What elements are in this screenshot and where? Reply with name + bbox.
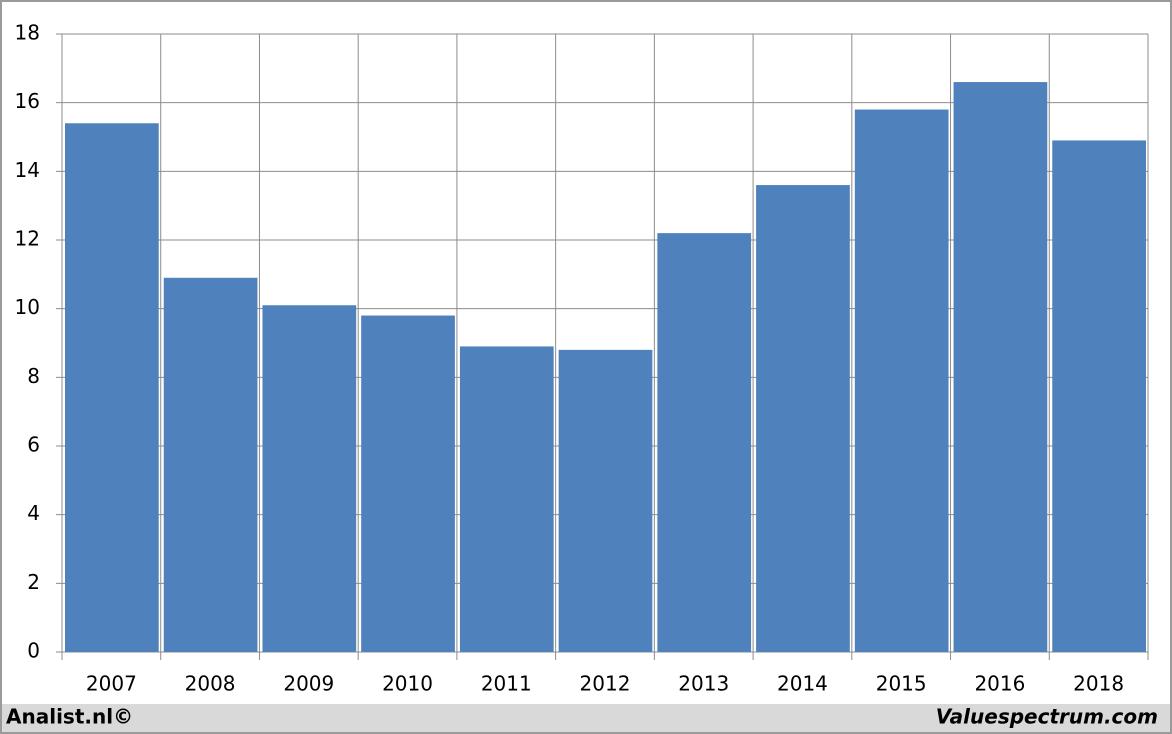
x-tick-label: 2007 [86, 672, 137, 696]
x-tick-label: 2009 [283, 672, 334, 696]
bar [854, 109, 949, 653]
x-tick-label: 2014 [777, 672, 828, 696]
y-tick-label: 8 [27, 364, 40, 388]
plot: 0 2 4 6 8 10 12 14 16 18 2007 2008 2009 2010 2011 2012 2… [15, 21, 1149, 696]
bar [262, 305, 357, 652]
bar [65, 123, 159, 653]
footer-right: Valuespectrum.com [936, 705, 1158, 729]
y-tick-label: 2 [27, 570, 40, 594]
bar [1052, 140, 1146, 652]
x-tick-label: 2015 [876, 672, 927, 696]
x-tick-label: 2010 [382, 672, 433, 696]
y-tick-label: 14 [15, 158, 40, 182]
footer-left: Analist.nl© [6, 705, 133, 729]
y-tick-label: 12 [15, 227, 40, 251]
x-tick-label: 2016 [974, 672, 1025, 696]
y-tick-label: 4 [27, 501, 40, 525]
y-tick-label: 10 [15, 295, 40, 319]
x-tick-label: 2011 [481, 672, 532, 696]
bar [459, 346, 554, 652]
bar [558, 349, 653, 652]
y-tick-label: 18 [15, 21, 40, 45]
x-tick-label: 2008 [185, 672, 236, 696]
x-tick-label: 2013 [678, 672, 729, 696]
x-tick-label: 2012 [580, 672, 631, 696]
x-tick-label: 2018 [1073, 672, 1124, 696]
bar [361, 315, 455, 652]
y-tick-label: 0 [27, 639, 40, 663]
y-tick-label: 6 [27, 433, 40, 457]
bar [163, 277, 258, 652]
footer-band [2, 704, 1170, 732]
bar [756, 185, 850, 653]
bar [953, 82, 1048, 653]
bar [657, 233, 752, 652]
y-tick-label: 16 [15, 89, 40, 113]
